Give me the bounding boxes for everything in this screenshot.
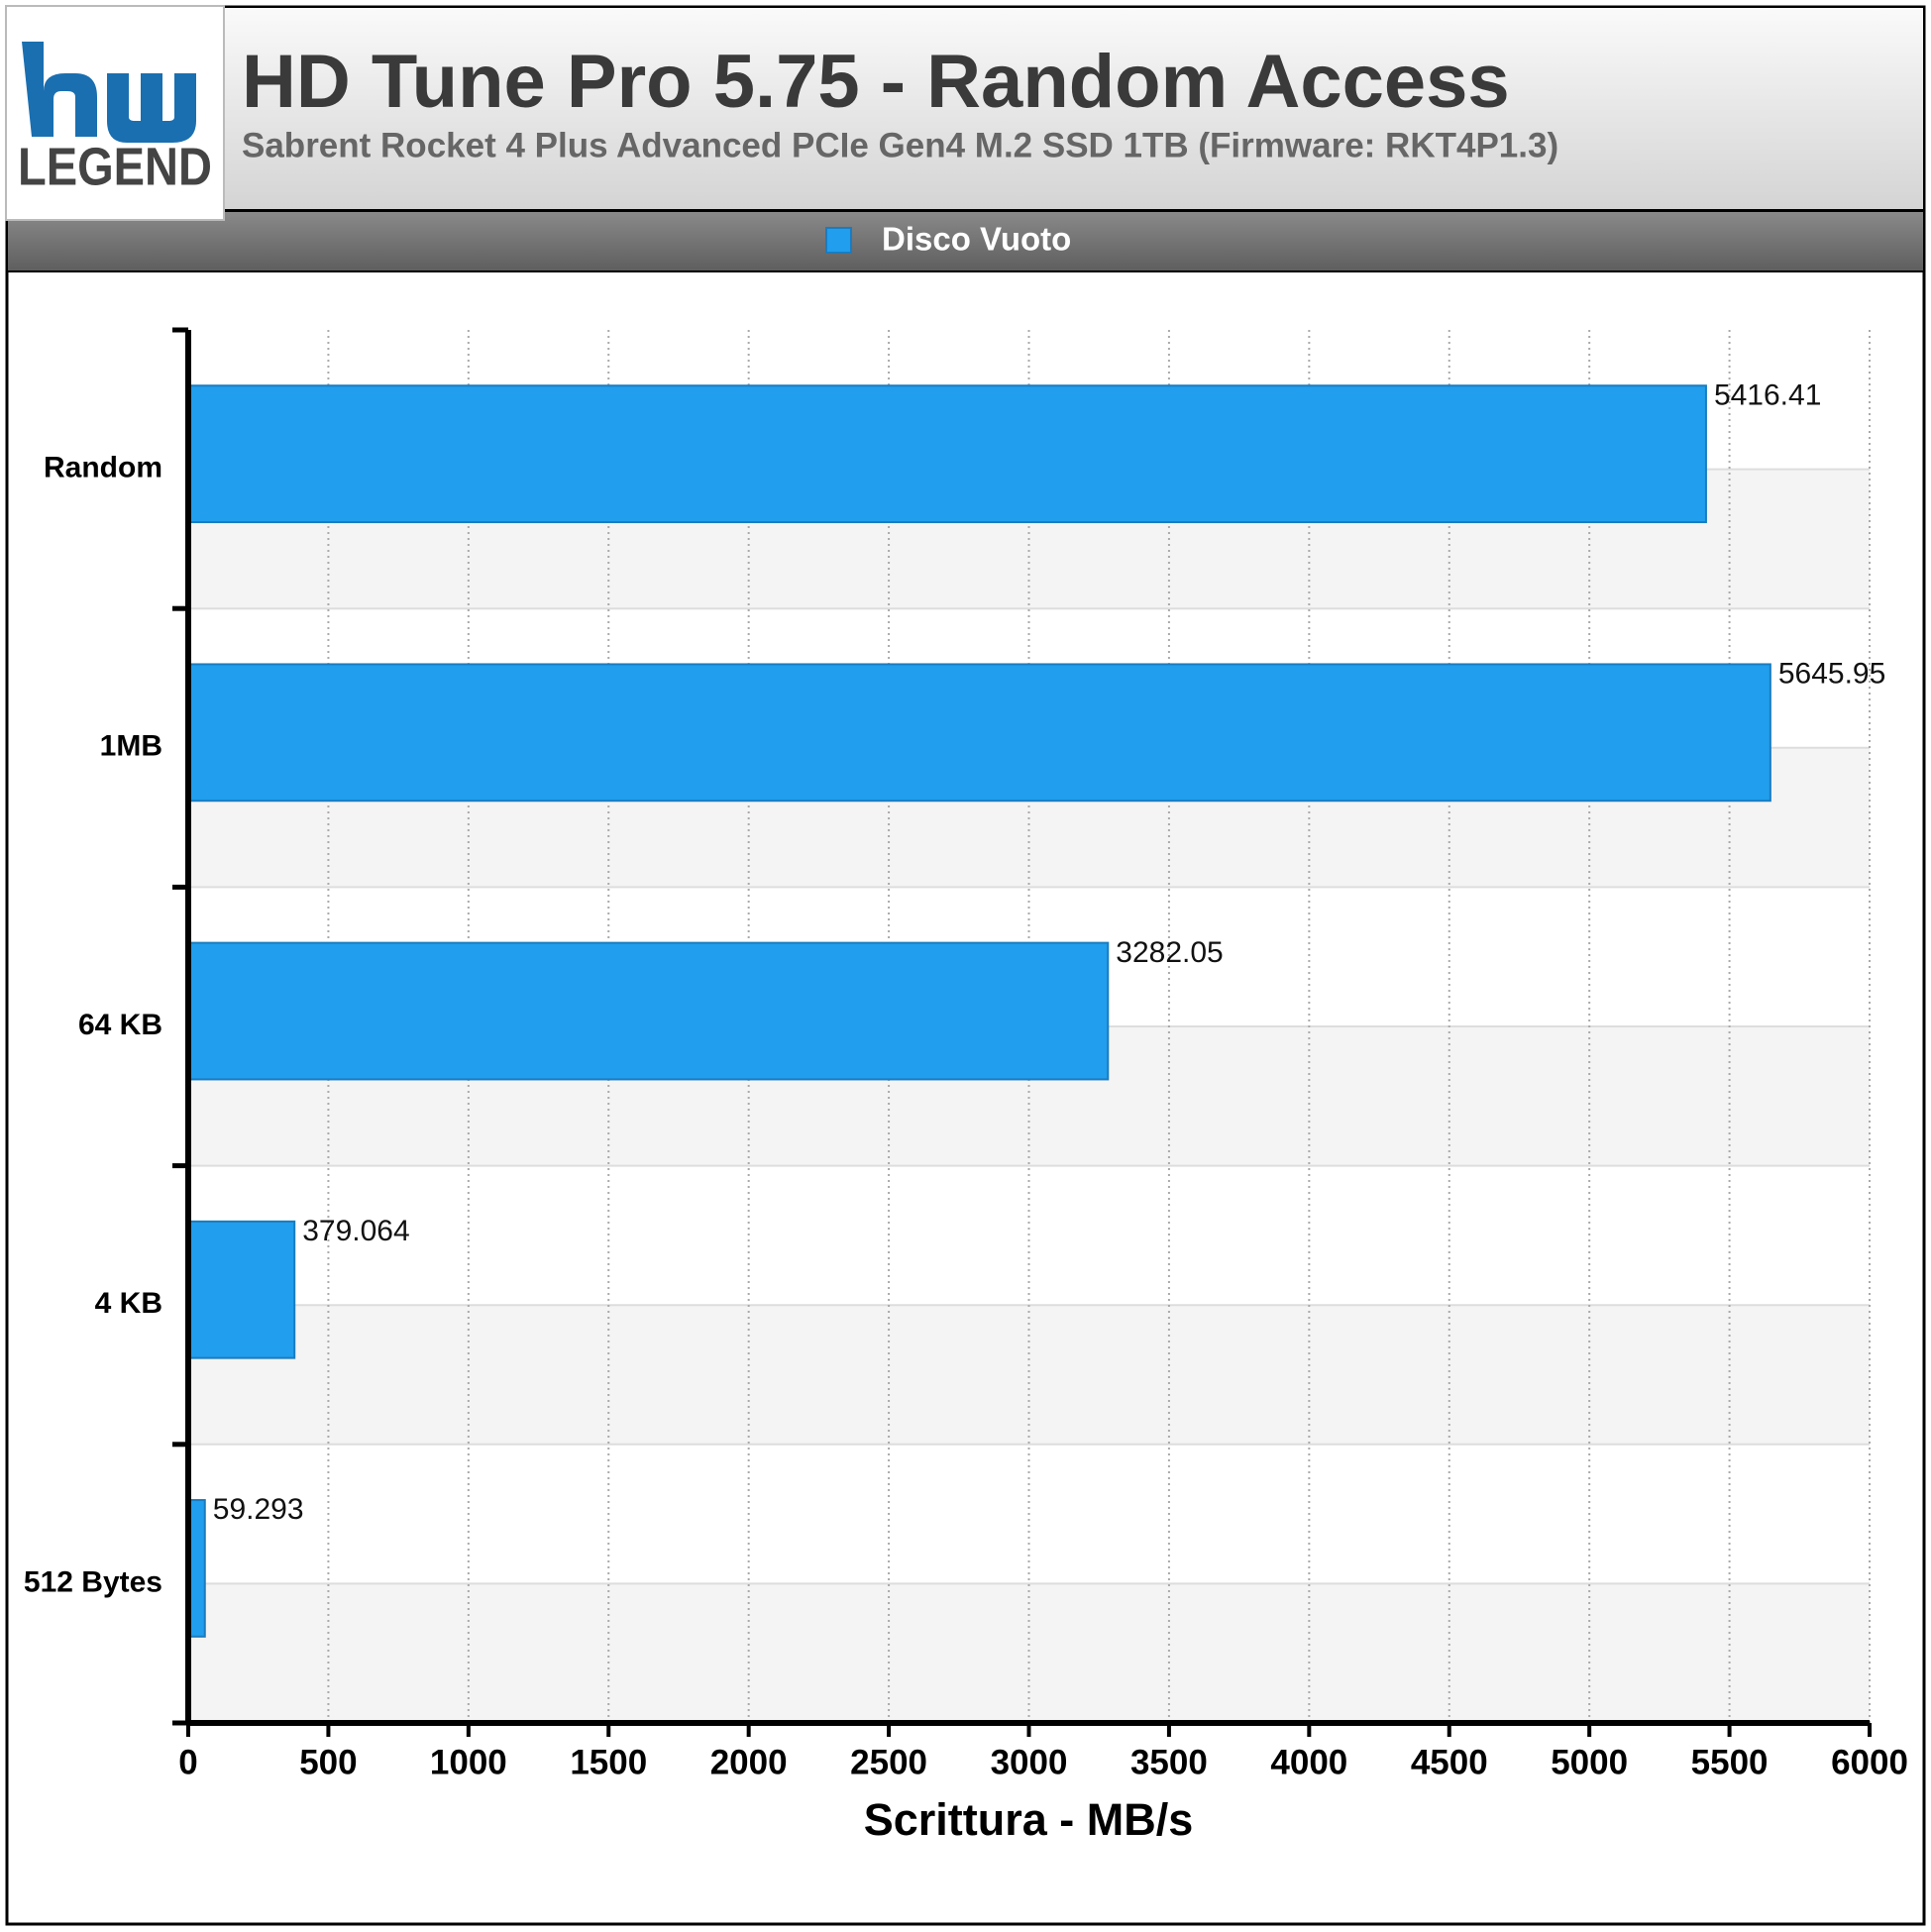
y-tick-label: 4 KB <box>95 1287 162 1320</box>
bar <box>187 941 1110 1081</box>
logo-mark <box>22 42 196 143</box>
x-tick-label: 2500 <box>850 1743 927 1781</box>
bar <box>187 384 1707 524</box>
y-tick-label: 512 Bytes <box>24 1565 162 1598</box>
x-tick-label: 1500 <box>570 1743 647 1781</box>
x-tick-label: 5000 <box>1551 1743 1628 1781</box>
logo: LEGEND <box>5 5 225 221</box>
value-label: 5645.95 <box>1778 658 1885 691</box>
chart-title: HD Tune Pro 5.75 - Random Access <box>242 40 1510 124</box>
chart-subtitle: Sabrent Rocket 4 Plus Advanced PCIe Gen4… <box>242 126 1558 164</box>
x-tick-label: 3000 <box>991 1743 1068 1781</box>
x-tick-label: 2000 <box>710 1743 788 1781</box>
y-tick-label: Random <box>44 452 162 484</box>
bar <box>187 1220 296 1359</box>
x-tick-label: 3500 <box>1130 1743 1208 1781</box>
x-axis-title: Scrittura - MB/s <box>864 1794 1194 1845</box>
legend-bar <box>6 210 1925 272</box>
x-tick-label: 0 <box>178 1743 197 1781</box>
value-label: 59.293 <box>213 1493 304 1526</box>
band-shade <box>188 1583 1870 1723</box>
band-shade <box>188 1305 1870 1445</box>
header <box>6 6 1925 211</box>
legend-label: Disco Vuoto <box>882 221 1071 258</box>
x-tick-label: 500 <box>299 1743 357 1781</box>
value-label: 5416.41 <box>1714 378 1821 411</box>
value-label: 3282.05 <box>1116 936 1223 969</box>
x-tick-label: 4000 <box>1270 1743 1347 1781</box>
y-tick-label: 64 KB <box>78 1009 162 1041</box>
y-tick-label: 1MB <box>100 730 162 763</box>
legend-swatch <box>825 227 852 254</box>
logo-text: LEGEND <box>18 137 212 196</box>
x-tick-label: 1000 <box>430 1743 507 1781</box>
value-label: 379.064 <box>302 1215 409 1247</box>
x-tick-label: 5500 <box>1691 1743 1769 1781</box>
x-tick-label: 4500 <box>1411 1743 1488 1781</box>
x-tick-label: 6000 <box>1831 1743 1908 1781</box>
bar <box>187 663 1771 803</box>
